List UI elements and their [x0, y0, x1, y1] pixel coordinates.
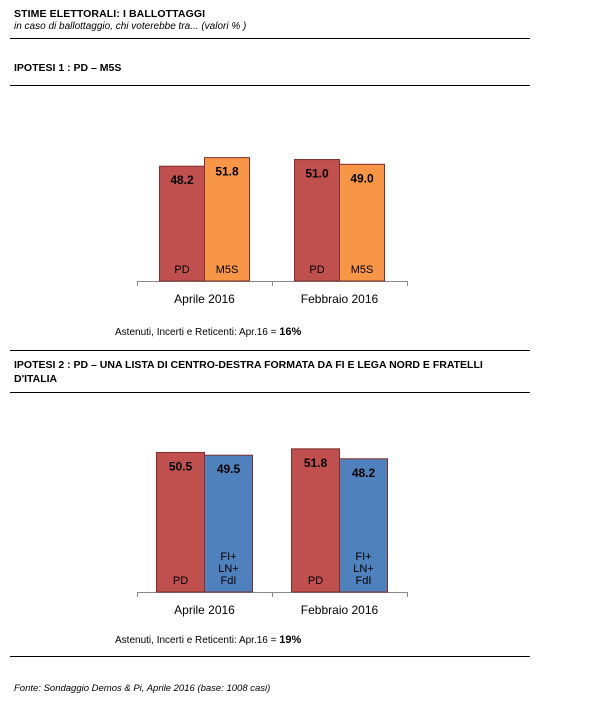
- note-label: Astenuti, Incerti e Reticenti: Apr.16 =: [115, 327, 280, 338]
- data-label: 48.2: [170, 173, 194, 187]
- data-label: 51.0: [305, 167, 329, 181]
- divider: [10, 392, 530, 393]
- section-1-note: Astenuti, Incerti e Reticenti: Apr.16 = …: [115, 326, 301, 338]
- series-label: FI+: [355, 551, 371, 563]
- divider: [10, 656, 530, 657]
- section-1-heading: IPOTESI 1 : PD – M5S: [14, 62, 122, 74]
- series-label: PD: [309, 264, 324, 276]
- chart-ipotesi-1: 48.2 PD 51.8 M5S Aprile 2016 51.0 PD 49.0 M5S Feb…: [137, 157, 408, 306]
- category-label: Aprile 2016: [174, 603, 235, 617]
- divider: [10, 38, 530, 39]
- data-label: 49.0: [350, 171, 374, 185]
- category-label: Febbraio 2016: [301, 603, 379, 617]
- bar-cdx: [204, 454, 253, 593]
- series-label: FI+: [220, 551, 236, 563]
- bar-pd: [294, 159, 340, 282]
- series-label: PD: [174, 264, 189, 276]
- bar-m5s: [339, 163, 385, 282]
- data-label: 49.5: [217, 462, 241, 476]
- series-label: FdI: [221, 575, 237, 587]
- series-label: PD: [173, 575, 188, 587]
- bar-pd: [159, 165, 205, 282]
- divider: [10, 85, 530, 86]
- series-label: LN+: [353, 563, 374, 575]
- bar-pd: [291, 448, 340, 593]
- page-subtitle: in caso di ballottaggio, chi voterebbe t…: [14, 21, 247, 32]
- divider: [10, 350, 530, 351]
- series-label: M5S: [216, 264, 239, 276]
- section-2-heading: IPOTESI 2 : PD – UNA LISTA DI CENTRO-DES…: [14, 359, 483, 385]
- section-2-note: Astenuti, Incerti e Reticenti: Apr.16 = …: [115, 634, 301, 646]
- series-label: LN+: [218, 563, 239, 575]
- note-value: 16%: [279, 326, 302, 338]
- series-label: M5S: [351, 264, 374, 276]
- data-label: 51.8: [215, 165, 239, 179]
- note-label: Astenuti, Incerti e Reticenti: Apr.16 =: [115, 635, 280, 646]
- source-note: Fonte: Sondaggio Demos & Pi, Aprile 2016…: [14, 683, 271, 694]
- bar-cdx: [339, 458, 388, 593]
- data-label: 51.8: [304, 456, 328, 470]
- series-label: PD: [308, 575, 323, 587]
- category-label: Aprile 2016: [174, 292, 235, 306]
- series-label: FdI: [356, 575, 372, 587]
- data-label: 48.2: [352, 466, 376, 480]
- page-title: STIME ELETTORALI: I BALLOTTAGGI: [14, 8, 206, 20]
- data-label: 50.5: [169, 459, 193, 473]
- note-value: 19%: [279, 634, 302, 646]
- category-label: Febbraio 2016: [301, 292, 379, 306]
- bar-m5s: [204, 157, 250, 282]
